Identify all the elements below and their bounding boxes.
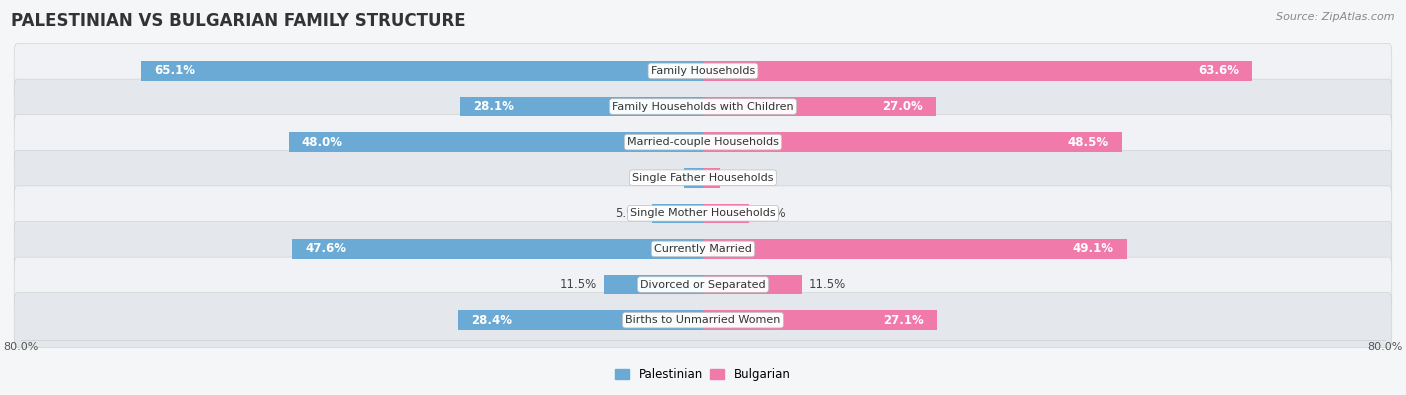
Text: 28.4%: 28.4%	[471, 314, 512, 327]
Text: Single Mother Households: Single Mother Households	[630, 208, 776, 218]
Bar	[460, 97, 703, 116]
Text: Births to Unmarried Women: Births to Unmarried Women	[626, 315, 780, 325]
Text: 5.3%: 5.3%	[755, 207, 786, 220]
Bar	[703, 239, 1126, 259]
Text: 47.6%: 47.6%	[305, 243, 346, 256]
Bar	[458, 310, 703, 330]
Bar	[703, 275, 803, 294]
Text: 27.1%: 27.1%	[883, 314, 924, 327]
Text: 48.5%: 48.5%	[1067, 135, 1109, 149]
FancyBboxPatch shape	[14, 222, 1392, 276]
Text: 63.6%: 63.6%	[1198, 64, 1239, 77]
Text: PALESTINIAN VS BULGARIAN FAMILY STRUCTURE: PALESTINIAN VS BULGARIAN FAMILY STRUCTUR…	[11, 12, 465, 30]
Bar	[703, 61, 1251, 81]
FancyBboxPatch shape	[14, 293, 1392, 348]
FancyBboxPatch shape	[14, 43, 1392, 98]
Bar	[703, 168, 720, 188]
FancyBboxPatch shape	[14, 186, 1392, 241]
Text: Currently Married: Currently Married	[654, 244, 752, 254]
Text: 11.5%: 11.5%	[560, 278, 596, 291]
Text: 11.5%: 11.5%	[810, 278, 846, 291]
Text: Family Households: Family Households	[651, 66, 755, 76]
Text: 48.0%: 48.0%	[302, 135, 343, 149]
Text: 2.2%: 2.2%	[647, 171, 678, 184]
Text: 27.0%: 27.0%	[883, 100, 924, 113]
Text: 65.1%: 65.1%	[155, 64, 195, 77]
Text: Divorced or Separated: Divorced or Separated	[640, 280, 766, 290]
FancyBboxPatch shape	[14, 257, 1392, 312]
FancyBboxPatch shape	[14, 115, 1392, 169]
Text: 5.9%: 5.9%	[616, 207, 645, 220]
Text: 2.0%: 2.0%	[727, 171, 756, 184]
Text: Single Father Households: Single Father Households	[633, 173, 773, 183]
Text: Married-couple Households: Married-couple Households	[627, 137, 779, 147]
Bar	[603, 275, 703, 294]
Legend: Palestinian, Bulgarian: Palestinian, Bulgarian	[610, 363, 796, 386]
Bar	[292, 239, 703, 259]
Text: Source: ZipAtlas.com: Source: ZipAtlas.com	[1277, 12, 1395, 22]
Bar	[683, 168, 703, 188]
Bar	[703, 310, 936, 330]
Bar	[288, 132, 703, 152]
FancyBboxPatch shape	[14, 150, 1392, 205]
Text: 49.1%: 49.1%	[1073, 243, 1114, 256]
Bar	[652, 203, 703, 223]
Bar	[141, 61, 703, 81]
Text: Family Households with Children: Family Households with Children	[612, 102, 794, 111]
Text: 28.1%: 28.1%	[474, 100, 515, 113]
Bar	[703, 132, 1122, 152]
Bar	[703, 97, 936, 116]
Bar	[703, 203, 749, 223]
FancyBboxPatch shape	[14, 79, 1392, 134]
